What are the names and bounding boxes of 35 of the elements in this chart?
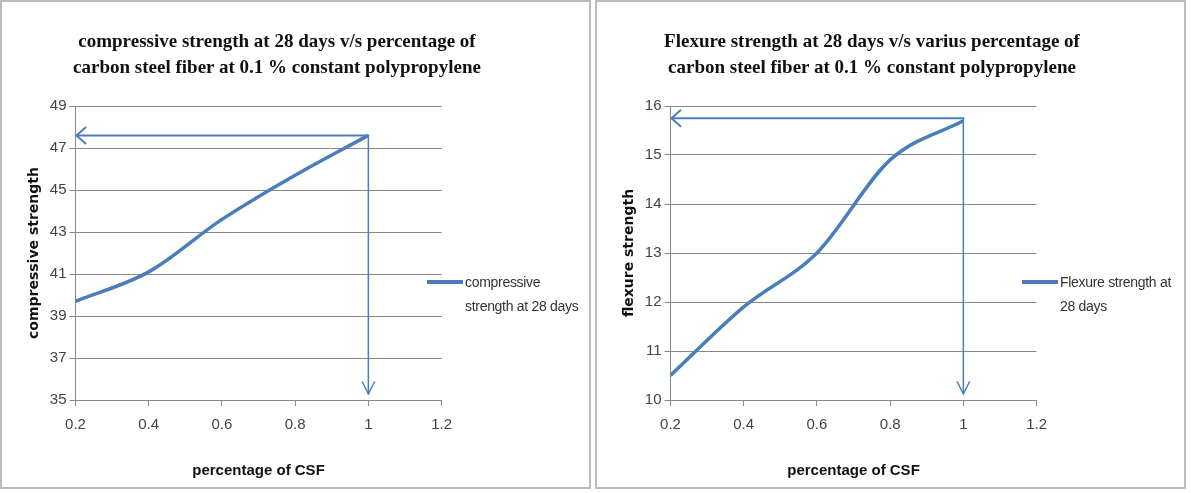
x-tick-label: 0.8: [879, 415, 901, 433]
x-tick-label: 0.4: [733, 415, 755, 433]
y-tick-label: 14: [644, 194, 662, 212]
y-tick-label: 41: [49, 264, 67, 282]
y-tick-label: 45: [49, 180, 67, 198]
x-tick-label: 0.6: [211, 415, 233, 433]
chart-title: Flexure strength at 28 days v/s varius percentage of carbon steel fiber at 0.1 % constant polypropylene: [663, 29, 1081, 79]
y-tick-label: 11: [645, 341, 662, 359]
x-tick-label: 1: [959, 415, 968, 433]
legend-label: compressive strength at 28 days: [465, 273, 580, 316]
x-tick-label: 0.4: [138, 415, 160, 433]
y-tick-label: 39: [49, 306, 67, 324]
x-tick-label: 0.2: [660, 415, 681, 433]
y-tick-label: 13: [644, 243, 662, 261]
y-axis-title: flexure strength: [620, 188, 637, 318]
x-axis-title: percentage of CSF: [192, 461, 325, 479]
x-tick-label: 0.6: [806, 415, 828, 433]
y-tick-label: 43: [49, 222, 67, 240]
x-tick-label: 1.2: [1026, 415, 1047, 433]
x-tick-label: 1: [364, 415, 373, 433]
y-tick-label: 15: [644, 145, 662, 163]
y-tick-label: 49: [49, 96, 67, 114]
y-tick-label: 47: [49, 138, 67, 156]
x-axis-title: percentage of CSF: [787, 461, 920, 479]
x-tick-label: 0.2: [65, 415, 86, 433]
y-tick-label: 12: [644, 292, 662, 310]
x-tick-label: 1.2: [431, 415, 452, 433]
y-axis-title: compressive strength: [25, 167, 42, 339]
x-tick-label: 0.8: [284, 415, 306, 433]
legend-label: Flexure strength at 28 days: [1060, 273, 1173, 316]
y-tick-label: 35: [49, 390, 67, 408]
chart-title: compressive strength at 28 days v/s percentage of carbon steel fiber at 0.1 % constant polypropylene: [72, 29, 482, 79]
y-tick-label: 16: [644, 96, 662, 114]
y-tick-label: 10: [644, 390, 662, 408]
y-tick-label: 37: [49, 348, 67, 366]
